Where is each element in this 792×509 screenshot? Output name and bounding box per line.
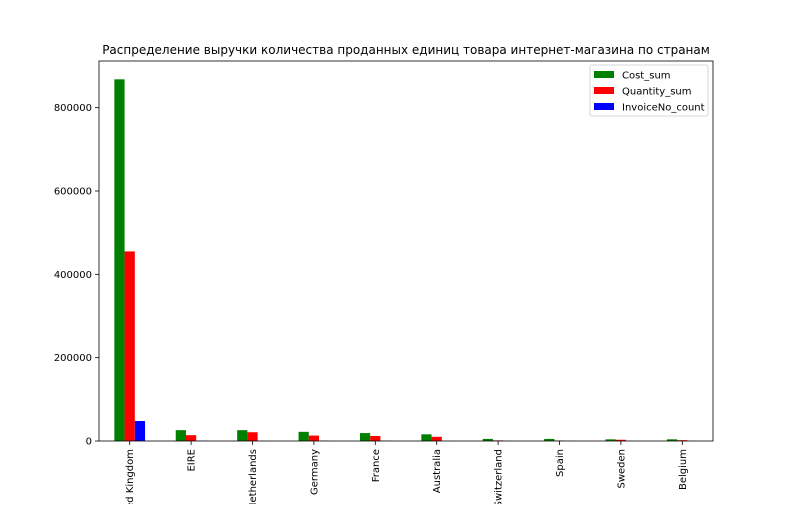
- legend: Cost_sum Quantity_sum InvoiceNo_count: [590, 65, 708, 116]
- legend-swatch-quantity_sum: [594, 87, 614, 94]
- legend-label-quantity_sum: Quantity_sum: [622, 87, 692, 98]
- y-tick-label: 600000: [54, 187, 92, 198]
- bar-quantity_sum-5: [432, 437, 442, 441]
- y-tick-label: 800000: [54, 103, 92, 114]
- x-tick-label: Netherlands: [248, 449, 259, 504]
- x-tick-label: United Kingdom: [125, 449, 136, 504]
- legend-label-cost_sum: Cost_sum: [622, 71, 671, 82]
- legend-swatch-invoiceno_count: [594, 103, 614, 110]
- x-axis: United Kingdom EIRE Netherlands Germany Fran…: [125, 441, 689, 504]
- bar-cost_sum-2: [237, 430, 247, 441]
- x-tick-label: Belgium: [678, 449, 689, 490]
- bars-layer: [114, 79, 697, 441]
- bar-cost_sum-3: [299, 432, 309, 441]
- bar-cost_sum-0: [114, 79, 124, 441]
- bar-quantity_sum-0: [125, 251, 135, 441]
- bar-cost_sum-1: [176, 430, 186, 441]
- chart-title: Распределение выручки количества проданн…: [102, 43, 710, 57]
- bar-quantity_sum-4: [370, 436, 380, 441]
- legend-label-invoiceno_count: InvoiceNo_count: [622, 103, 705, 114]
- bar-invoiceno_count-0: [135, 421, 145, 441]
- bar-quantity_sum-3: [309, 436, 319, 441]
- y-tick-label: 400000: [54, 270, 92, 281]
- x-tick-label: France: [371, 449, 382, 482]
- bar-quantity_sum-1: [186, 435, 196, 441]
- legend-swatch-cost_sum: [594, 71, 614, 78]
- bar-quantity_sum-2: [247, 432, 257, 441]
- bar-cost_sum-4: [360, 433, 370, 441]
- y-tick-label: 200000: [54, 353, 92, 364]
- y-tick-label: 0: [86, 437, 92, 448]
- x-tick-label: EIRE: [187, 449, 198, 472]
- bar-cost_sum-5: [421, 434, 431, 441]
- x-tick-label: Sweden: [616, 449, 627, 489]
- x-tick-label: Spain: [555, 449, 566, 477]
- x-tick-label: Switzerland: [494, 449, 505, 504]
- x-tick-label: Australia: [432, 449, 443, 493]
- x-tick-label: Germany: [309, 449, 320, 495]
- y-axis: 0 200000 400000 600000 800000: [54, 103, 99, 447]
- plot-frame: [99, 61, 713, 441]
